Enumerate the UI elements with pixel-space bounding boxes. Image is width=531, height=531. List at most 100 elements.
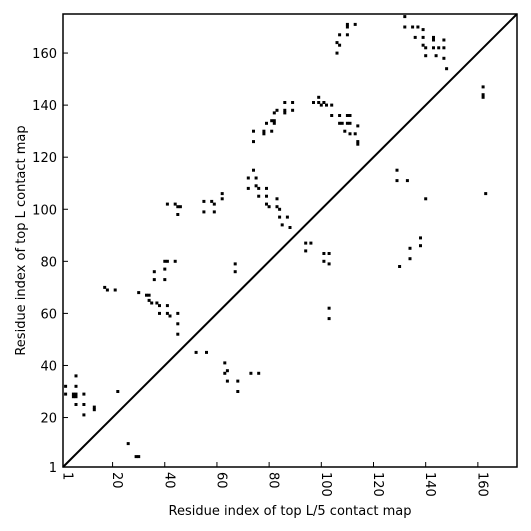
contact-point	[445, 67, 449, 71]
contact-point	[212, 202, 216, 206]
contact-point	[338, 33, 342, 37]
contact-point	[325, 103, 328, 107]
contact-point	[283, 101, 287, 104]
y-tick-label: 60	[40, 307, 57, 322]
x-tick-label: 120	[370, 472, 385, 497]
contact-point	[345, 22, 349, 26]
contact-point	[223, 361, 227, 365]
contact-point	[265, 186, 268, 190]
contact-point	[71, 395, 75, 399]
contact-point	[113, 288, 117, 292]
contact-point	[405, 179, 409, 183]
contact-point	[205, 350, 208, 354]
contact-point	[165, 202, 169, 206]
contact-point	[434, 54, 438, 58]
contact-point	[272, 111, 276, 115]
contact-point	[340, 121, 344, 125]
contact-point	[335, 51, 339, 55]
contact-point	[155, 301, 159, 305]
y-axis-label: Residue index of top L contact map	[14, 125, 29, 355]
contact-point	[165, 259, 169, 263]
contact-point	[291, 101, 295, 104]
contact-point	[262, 132, 266, 136]
contact-point	[481, 85, 485, 89]
contact-point	[395, 179, 399, 183]
contact-point	[356, 140, 360, 144]
x-tick-label: 1	[60, 472, 75, 480]
y-tick-label: 160	[32, 47, 57, 62]
contact-point	[126, 442, 130, 446]
contact-point	[312, 101, 315, 104]
contact-point	[202, 199, 206, 203]
contact-point	[176, 332, 180, 336]
contact-point	[225, 379, 229, 383]
contact-point	[267, 205, 271, 209]
contact-point	[82, 392, 86, 396]
contact-point	[348, 114, 352, 117]
contact-point	[408, 246, 412, 250]
contact-point	[173, 259, 177, 263]
contact-point	[432, 38, 435, 42]
contact-point	[481, 95, 485, 99]
contact-point	[223, 371, 227, 375]
contact-point	[322, 252, 326, 255]
contact-point	[345, 25, 349, 29]
contact-point	[116, 390, 120, 393]
diagonal-line	[62, 13, 518, 468]
contact-point	[152, 270, 156, 274]
contact-point	[212, 210, 216, 214]
contact-point	[74, 395, 78, 399]
contact-point	[356, 124, 360, 128]
contact-point	[233, 262, 237, 266]
contact-point	[74, 384, 78, 388]
contact-point	[265, 121, 268, 125]
contact-point	[403, 25, 407, 29]
contact-point	[265, 194, 268, 198]
contact-point	[338, 121, 342, 125]
y-tick-label: 100	[32, 203, 57, 218]
contact-point	[280, 223, 284, 227]
contact-point	[338, 114, 342, 117]
y-tick-label: 1	[49, 461, 57, 476]
contact-point	[257, 371, 261, 375]
contact-point	[257, 186, 261, 190]
contact-points	[64, 15, 488, 459]
contact-point	[304, 249, 308, 253]
contact-point	[322, 101, 326, 104]
contact-point	[484, 192, 488, 196]
contact-point	[158, 311, 161, 315]
contact-point	[345, 121, 349, 125]
contact-point	[92, 408, 96, 412]
contact-point	[152, 278, 156, 282]
contact-point	[194, 350, 198, 354]
plot-frame	[62, 13, 518, 468]
contact-point	[275, 205, 279, 209]
contact-point	[64, 392, 68, 396]
contact-point	[353, 132, 357, 136]
x-tick-label: 60	[213, 472, 228, 489]
contact-point	[249, 371, 253, 375]
contact-point	[288, 226, 292, 229]
contact-point	[343, 129, 347, 133]
contact-point	[163, 278, 167, 282]
y-tick-label: 140	[32, 99, 57, 114]
contact-point	[335, 41, 339, 45]
contact-point	[150, 301, 154, 305]
contact-point	[317, 101, 321, 104]
contact-point	[345, 33, 349, 37]
contact-point	[408, 257, 412, 261]
contact-point	[134, 455, 138, 459]
x-tick-label: 160	[474, 472, 489, 497]
contact-point	[353, 22, 357, 26]
contact-point	[330, 103, 334, 107]
contact-point	[442, 38, 446, 42]
contact-point	[220, 192, 224, 196]
contact-point	[327, 252, 331, 255]
contact-point	[257, 194, 261, 198]
contact-point	[278, 215, 282, 219]
contact-point	[270, 129, 274, 133]
contact-point	[246, 176, 250, 180]
contact-point	[220, 197, 224, 201]
contact-point	[424, 46, 428, 50]
contact-point	[254, 176, 258, 180]
